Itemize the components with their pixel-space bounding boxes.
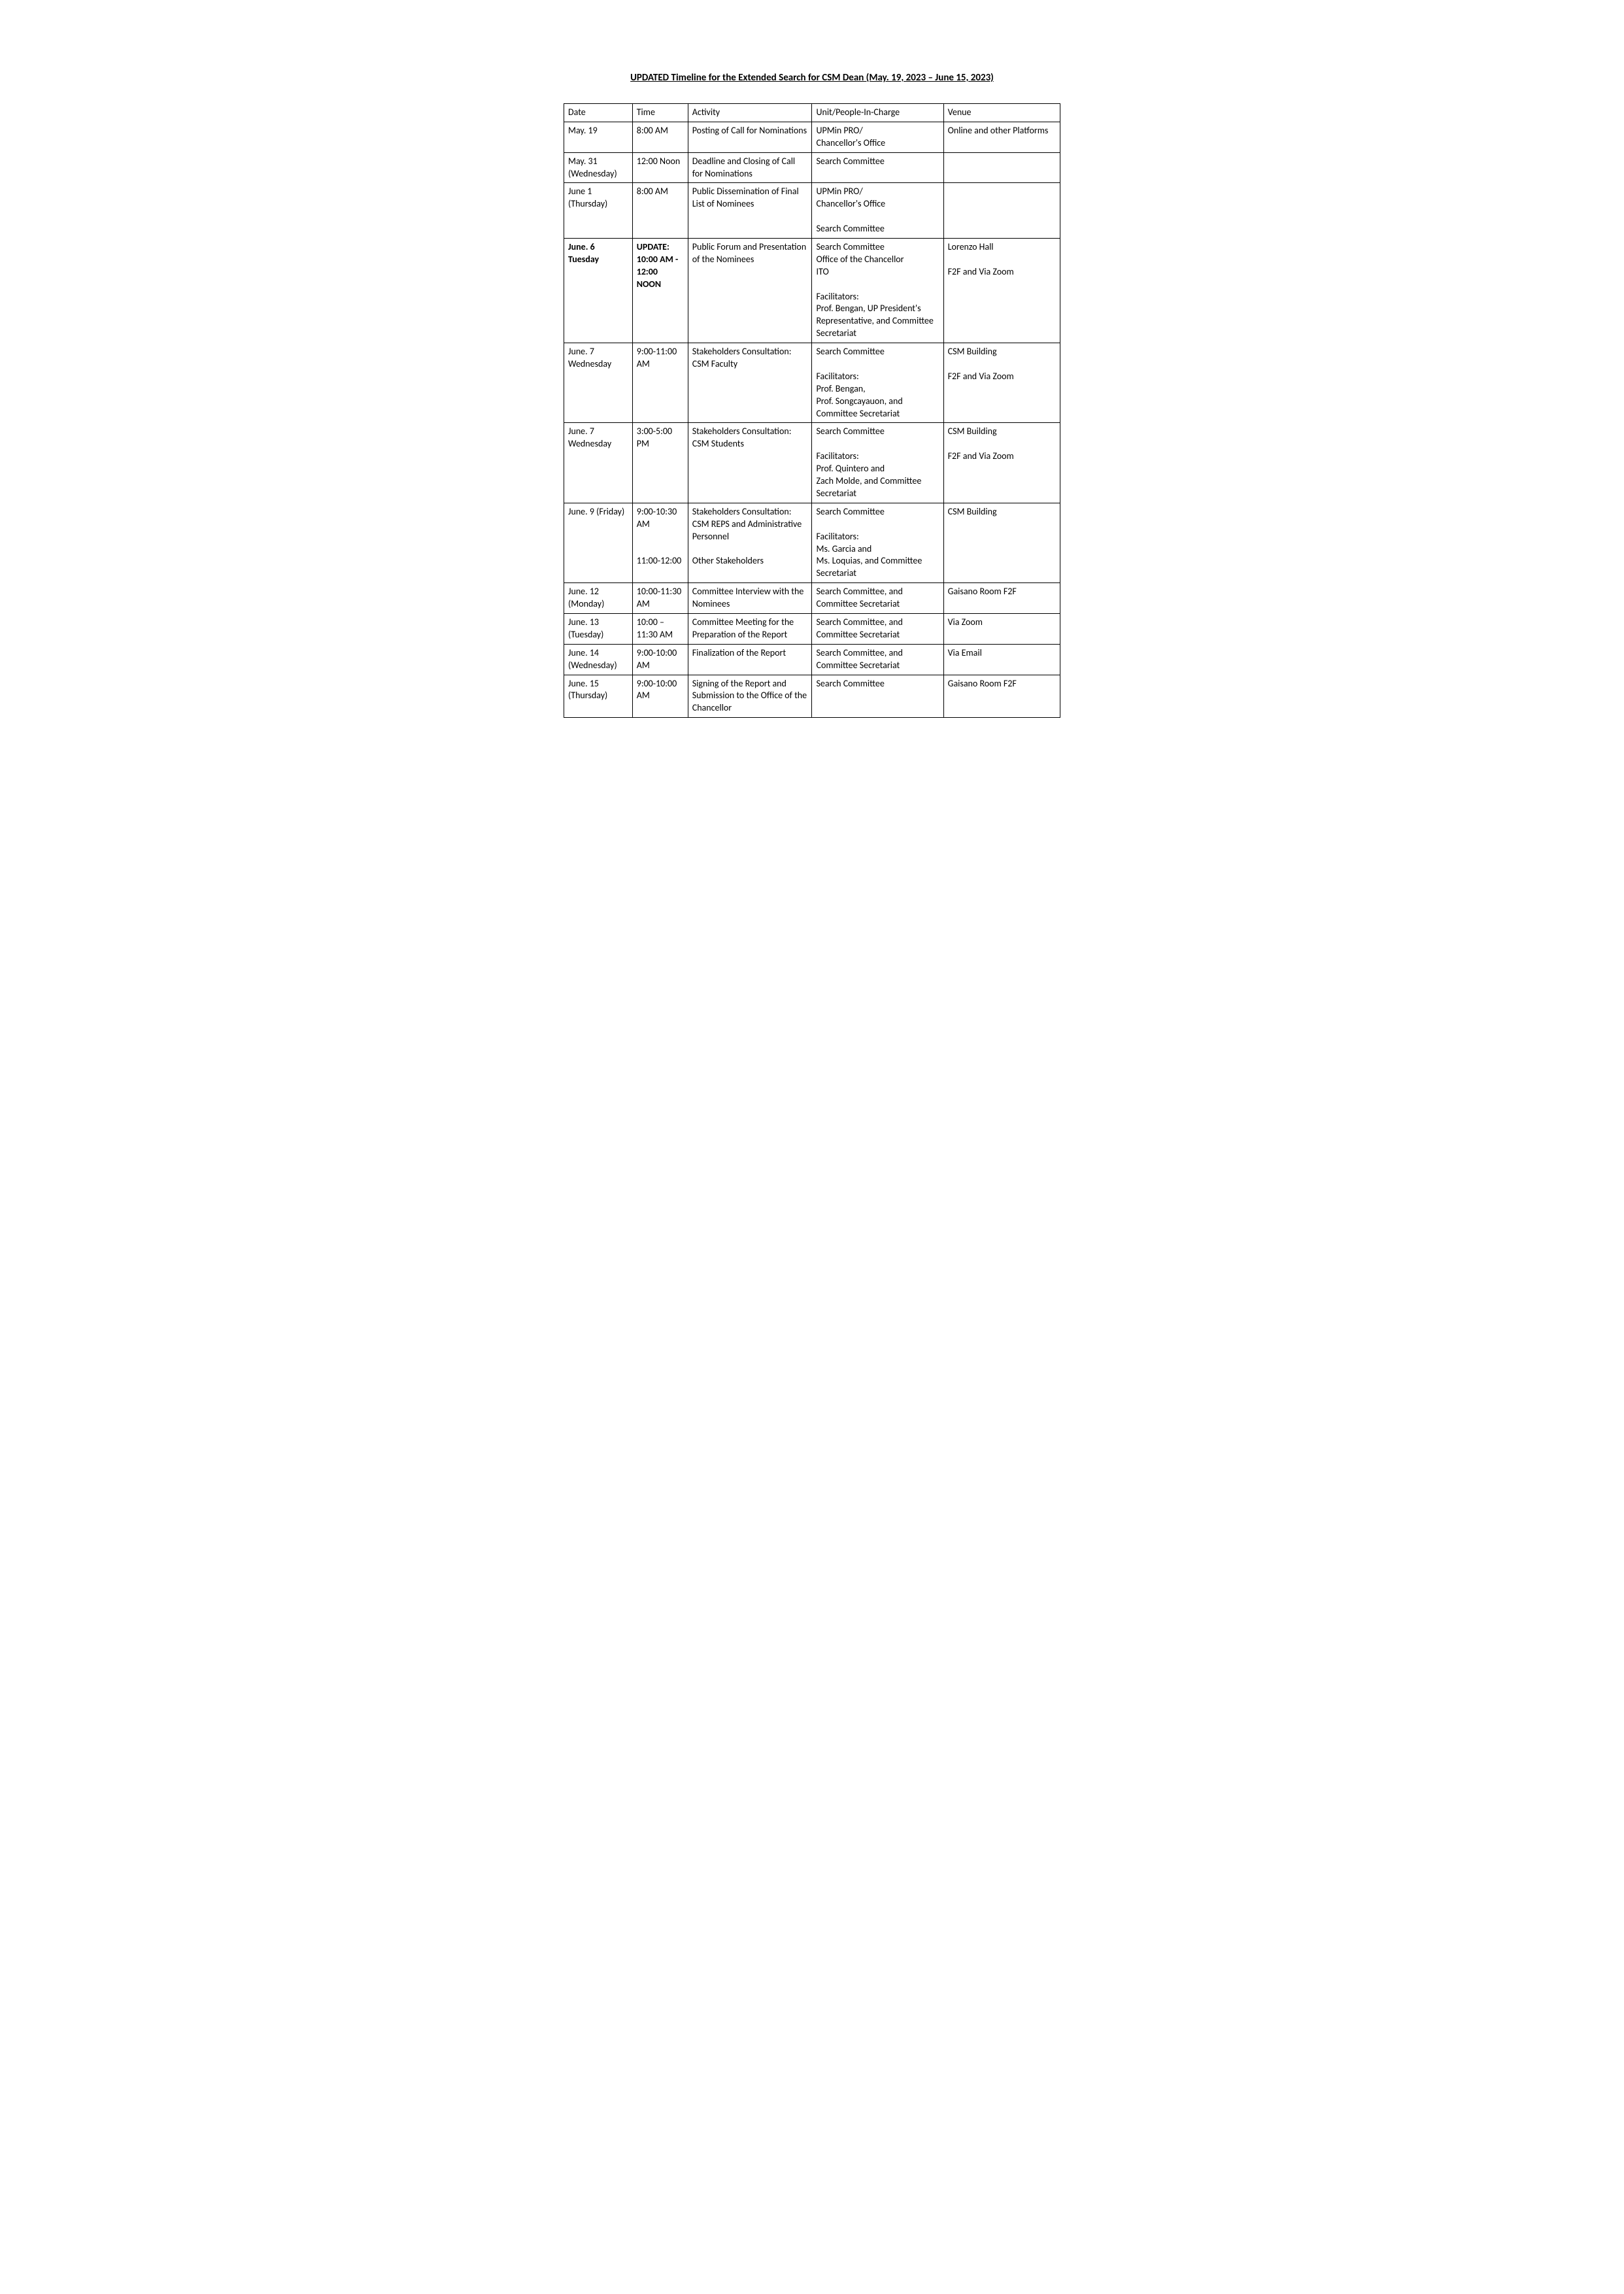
cell-venue: CSM Building F2F and Via Zoom — [943, 423, 1060, 503]
page-title: UPDATED Timeline for the Extended Search… — [564, 72, 1060, 84]
cell-activity: Public Dissemination of Final List of No… — [688, 183, 812, 239]
cell-unit: Search Committee, and Committee Secretar… — [812, 583, 943, 614]
table-row: June. 7 Wednesday3:00-5:00 PMStakeholder… — [564, 423, 1060, 503]
cell-activity: Stakeholders Consultation: CSM Faculty — [688, 343, 812, 423]
cell-unit: Search Committee Facilitators: Prof. Ben… — [812, 343, 943, 423]
col-venue: Venue — [943, 104, 1060, 122]
cell-venue: CSM Building F2F and Via Zoom — [943, 343, 1060, 423]
cell-activity: Committee Interview with the Nominees — [688, 583, 812, 614]
cell-venue — [943, 152, 1060, 183]
cell-venue: CSM Building — [943, 503, 1060, 582]
cell-date: June. 6 Tuesday — [564, 239, 633, 343]
cell-date: May. 31 (Wednesday) — [564, 152, 633, 183]
cell-time: 9:00-11:00 AM — [632, 343, 688, 423]
cell-time: 9:00-10:00 AM — [632, 675, 688, 718]
cell-activity: Deadline and Closing of Call for Nominat… — [688, 152, 812, 183]
cell-activity: Committee Meeting for the Preparation of… — [688, 613, 812, 644]
cell-date: June 1 (Thursday) — [564, 183, 633, 239]
cell-time: 10:00-11:30 AM — [632, 583, 688, 614]
col-time: Time — [632, 104, 688, 122]
cell-venue: Via Zoom — [943, 613, 1060, 644]
cell-time: 8:00 AM — [632, 122, 688, 152]
cell-unit: UPMin PRO/ Chancellor's Office Search Co… — [812, 183, 943, 239]
table-row: May. 198:00 AMPosting of Call for Nomina… — [564, 122, 1060, 152]
cell-date: June. 7 Wednesday — [564, 423, 633, 503]
table-row: June. 9 (Friday)9:00-10:30 AM 11:00-12:0… — [564, 503, 1060, 582]
cell-venue: Online and other Platforms — [943, 122, 1060, 152]
cell-unit: Search Committee Facilitators: Prof. Qui… — [812, 423, 943, 503]
table-row: June. 15 (Thursday)9:00-10:00 AMSigning … — [564, 675, 1060, 718]
cell-venue: Via Email — [943, 644, 1060, 675]
cell-unit: Search Committee, and Committee Secretar… — [812, 613, 943, 644]
cell-activity: Finalization of the Report — [688, 644, 812, 675]
timeline-table: Date Time Activity Unit/People-In-Charge… — [564, 103, 1060, 718]
col-activity: Activity — [688, 104, 812, 122]
cell-activity: Stakeholders Consultation: CSM Students — [688, 423, 812, 503]
cell-time: 3:00-5:00 PM — [632, 423, 688, 503]
cell-venue: Gaisano Room F2F — [943, 583, 1060, 614]
col-unit: Unit/People-In-Charge — [812, 104, 943, 122]
cell-date: May. 19 — [564, 122, 633, 152]
document-page: UPDATED Timeline for the Extended Search… — [564, 72, 1060, 718]
cell-date: June. 13 (Tuesday) — [564, 613, 633, 644]
cell-time: 8:00 AM — [632, 183, 688, 239]
col-date: Date — [564, 104, 633, 122]
cell-unit: Search Committee Facilitators: Ms. Garci… — [812, 503, 943, 582]
table-row: June. 12 (Monday)10:00-11:30 AMCommittee… — [564, 583, 1060, 614]
cell-activity: Stakeholders Consultation: CSM REPS and … — [688, 503, 812, 582]
cell-venue: Gaisano Room F2F — [943, 675, 1060, 718]
cell-time: 12:00 Noon — [632, 152, 688, 183]
cell-date: June. 9 (Friday) — [564, 503, 633, 582]
cell-activity: Public Forum and Presentation of the Nom… — [688, 239, 812, 343]
cell-unit: UPMin PRO/ Chancellor's Office — [812, 122, 943, 152]
cell-venue — [943, 183, 1060, 239]
table-row: June. 6 TuesdayUPDATE: 10:00 AM - 12:00 … — [564, 239, 1060, 343]
cell-date: June. 12 (Monday) — [564, 583, 633, 614]
cell-activity: Posting of Call for Nominations — [688, 122, 812, 152]
cell-venue: Lorenzo Hall F2F and Via Zoom — [943, 239, 1060, 343]
table-row: June. 14 (Wednesday)9:00-10:00 AMFinaliz… — [564, 644, 1060, 675]
table-row: June 1 (Thursday)8:00 AMPublic Dissemina… — [564, 183, 1060, 239]
cell-date: June. 7 Wednesday — [564, 343, 633, 423]
cell-unit: Search Committee Office of the Chancello… — [812, 239, 943, 343]
table-row: June. 7 Wednesday9:00-11:00 AMStakeholde… — [564, 343, 1060, 423]
cell-time: 9:00-10:00 AM — [632, 644, 688, 675]
cell-activity: Signing of the Report and Submission to … — [688, 675, 812, 718]
cell-time: 9:00-10:30 AM 11:00-12:00 — [632, 503, 688, 582]
cell-time: UPDATE: 10:00 AM - 12:00 NOON — [632, 239, 688, 343]
table-row: June. 13 (Tuesday)10:00 – 11:30 AMCommit… — [564, 613, 1060, 644]
cell-date: June. 14 (Wednesday) — [564, 644, 633, 675]
cell-unit: Search Committee — [812, 152, 943, 183]
table-row: May. 31 (Wednesday)12:00 NoonDeadline an… — [564, 152, 1060, 183]
table-header-row: Date Time Activity Unit/People-In-Charge… — [564, 104, 1060, 122]
cell-date: June. 15 (Thursday) — [564, 675, 633, 718]
cell-unit: Search Committee — [812, 675, 943, 718]
cell-time: 10:00 – 11:30 AM — [632, 613, 688, 644]
cell-unit: Search Committee, and Committee Secretar… — [812, 644, 943, 675]
